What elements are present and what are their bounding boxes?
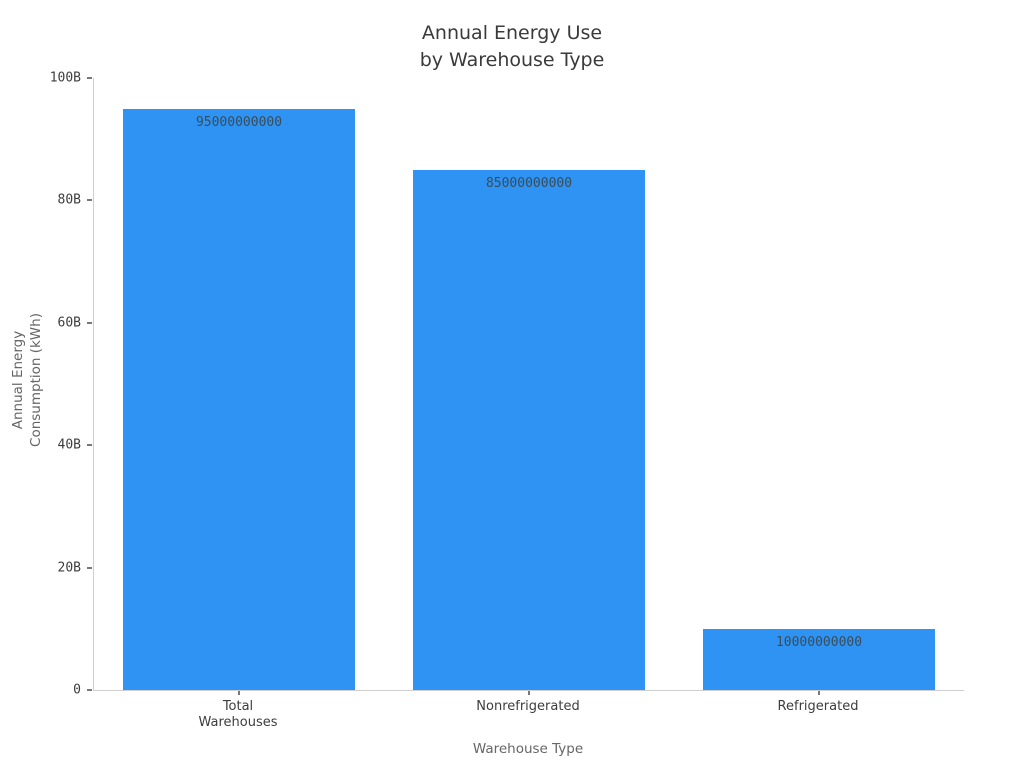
chart-title-line-2: by Warehouse Type [419,49,605,71]
plot-area: 95000000000 85000000000 10000000000 [87,77,964,695]
y-tick-label: 40B [57,437,81,453]
bar-value-label: 95000000000 [195,114,283,130]
x-axis-title: Warehouse Type [472,741,584,757]
bar-total-warehouses [123,108,355,690]
y-tick-label: 100B [49,70,81,86]
y-tick-label: 0 [73,682,81,698]
bar-value-label: 85000000000 [485,175,573,191]
chart-title: Annual Energy Use by Warehouse Type [420,20,605,74]
y-tick-label: 20B [57,560,81,576]
x-tick-mark [528,691,530,695]
y-axis-title: Annual Energy Consumption (kWh) [9,313,45,447]
y-tick-mark [87,689,92,691]
bar-nonrefrigerated [413,169,645,690]
y-axis-title-line-1: Annual Energy [10,330,26,430]
y-tick-label: 60B [57,315,81,331]
bar-value-label: 10000000000 [775,634,863,650]
chart-title-line-1: Annual Energy Use [421,22,603,44]
x-tick-label: Refrigerated [777,699,859,714]
x-tick-label: Nonrefrigerated [476,699,580,714]
y-tick-mark [87,321,92,324]
y-tick-label: 80B [57,192,81,208]
bar-refrigerated [703,628,935,690]
x-tick-label: Total Warehouses [198,699,278,730]
x-tick-mark [818,691,820,695]
y-axis-title-line-2: Consumption (kWh) [28,313,44,447]
y-tick-mark [87,444,92,447]
y-tick-mark [87,566,92,569]
x-tick-mark [238,691,240,695]
y-tick-mark [87,77,92,79]
y-tick-mark [87,199,92,202]
